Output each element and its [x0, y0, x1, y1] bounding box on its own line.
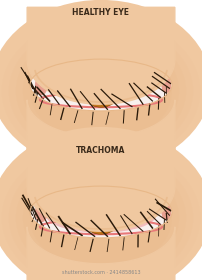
Ellipse shape: [92, 203, 100, 208]
Ellipse shape: [138, 188, 147, 193]
Ellipse shape: [45, 185, 156, 211]
Ellipse shape: [9, 22, 192, 159]
Ellipse shape: [49, 195, 57, 200]
Ellipse shape: [99, 201, 110, 207]
Ellipse shape: [78, 195, 85, 200]
Ellipse shape: [35, 202, 47, 222]
Ellipse shape: [30, 186, 171, 238]
Ellipse shape: [76, 204, 84, 209]
Ellipse shape: [61, 195, 72, 202]
Ellipse shape: [137, 189, 146, 195]
Ellipse shape: [108, 203, 115, 207]
Ellipse shape: [100, 198, 105, 201]
Ellipse shape: [53, 186, 64, 193]
Circle shape: [84, 69, 117, 101]
Ellipse shape: [161, 204, 170, 220]
Polygon shape: [27, 134, 174, 231]
Ellipse shape: [114, 191, 120, 195]
Ellipse shape: [16, 28, 185, 154]
Ellipse shape: [59, 202, 63, 205]
Ellipse shape: [62, 197, 67, 199]
Ellipse shape: [65, 203, 70, 206]
Ellipse shape: [30, 59, 171, 111]
Ellipse shape: [52, 199, 63, 206]
Ellipse shape: [45, 197, 156, 233]
Ellipse shape: [2, 144, 199, 280]
Ellipse shape: [93, 191, 99, 194]
Ellipse shape: [16, 155, 185, 280]
Ellipse shape: [0, 127, 202, 280]
Ellipse shape: [71, 204, 78, 208]
Text: HEALTHY EYE: HEALTHY EYE: [72, 8, 129, 17]
Circle shape: [78, 190, 123, 234]
Text: shutterstock.com · 2414858613: shutterstock.com · 2414858613: [61, 270, 140, 276]
Ellipse shape: [132, 193, 139, 198]
Ellipse shape: [77, 203, 86, 208]
Ellipse shape: [127, 188, 133, 192]
Ellipse shape: [9, 150, 192, 280]
Ellipse shape: [35, 75, 47, 95]
Ellipse shape: [2, 17, 199, 165]
Ellipse shape: [84, 186, 93, 192]
Ellipse shape: [30, 166, 171, 270]
Polygon shape: [27, 7, 174, 104]
Ellipse shape: [135, 197, 140, 200]
Polygon shape: [27, 100, 174, 163]
Ellipse shape: [77, 195, 82, 199]
Circle shape: [89, 200, 112, 223]
Ellipse shape: [55, 186, 64, 192]
Ellipse shape: [108, 193, 113, 195]
Ellipse shape: [48, 189, 58, 195]
Ellipse shape: [78, 199, 87, 204]
Circle shape: [78, 63, 123, 107]
Ellipse shape: [92, 76, 100, 81]
Circle shape: [89, 73, 112, 97]
Ellipse shape: [105, 204, 114, 209]
Ellipse shape: [129, 202, 135, 205]
Ellipse shape: [85, 199, 95, 206]
Ellipse shape: [121, 194, 130, 200]
Ellipse shape: [0, 0, 202, 170]
Ellipse shape: [52, 193, 59, 197]
Circle shape: [84, 195, 117, 228]
Text: TRACHOMA: TRACHOMA: [76, 146, 125, 155]
Ellipse shape: [161, 77, 170, 93]
Ellipse shape: [141, 200, 149, 205]
Ellipse shape: [74, 193, 81, 197]
Ellipse shape: [23, 160, 178, 275]
Ellipse shape: [69, 196, 79, 202]
Ellipse shape: [99, 192, 106, 196]
Ellipse shape: [124, 201, 135, 207]
Ellipse shape: [59, 198, 69, 204]
Ellipse shape: [136, 200, 143, 205]
Polygon shape: [27, 227, 174, 280]
Ellipse shape: [23, 34, 178, 148]
Ellipse shape: [123, 204, 130, 208]
Ellipse shape: [30, 39, 171, 143]
